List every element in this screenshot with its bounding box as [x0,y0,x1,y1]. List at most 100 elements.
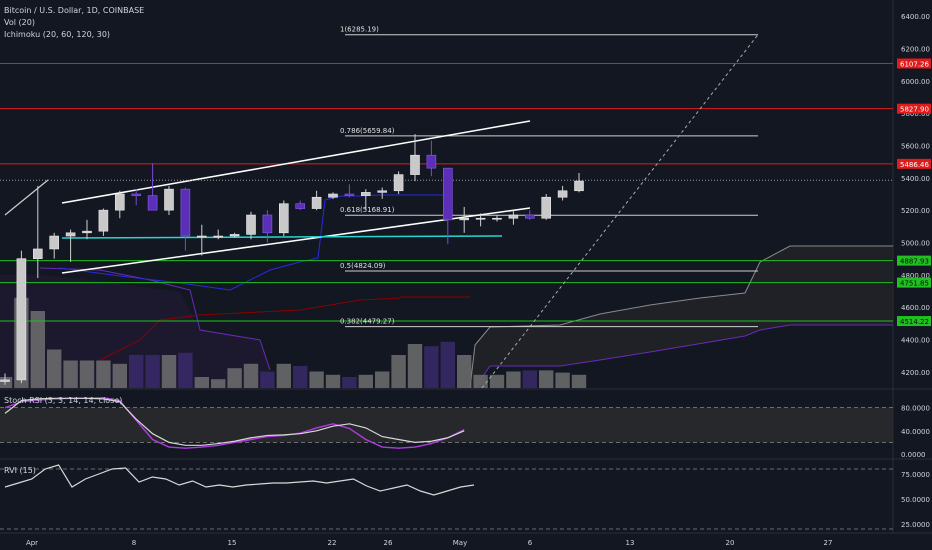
candle-body [492,217,502,220]
candle-body [0,379,10,382]
price-level-tag-label: 4887.93 [900,258,929,266]
channel-upper-line [61,120,531,204]
candle-body [16,258,27,381]
candle-body [475,217,486,220]
candle-body [426,154,437,169]
chart-title: Bitcoin / U.S. Dollar, 1D, COINBASE [4,6,145,15]
rvi-line [4,464,475,496]
rvi-tick-label: 50.0000 [901,496,930,504]
price-level-tag-label: 4514.22 [900,318,929,326]
candle-body [459,217,470,221]
ichimoku-lagging-span [39,267,271,371]
horizontal-support-line [61,235,503,239]
price-level-tag [897,316,931,327]
candle-body [131,193,141,196]
volume-bar [30,311,45,388]
volume-bar [79,360,95,388]
fib-level-label: 0.618(5168.91) [340,206,395,214]
price-axis-tick-label: 4400.00 [901,337,930,345]
candle-body [410,154,420,175]
prior-trend-line [4,179,49,216]
volume-bar [571,374,587,388]
volume-bar [457,355,472,388]
volume-bar [0,377,13,388]
stoch-rsi-tick-label: 0.0000 [901,451,926,459]
candle-body [557,190,568,198]
price-axis-tick-label: 5600.00 [901,143,930,151]
rvi-tick-label: 25.0000 [901,521,930,529]
price-level-tag-label: 5486.46 [900,161,929,169]
price-axis-tick-label: 4600.00 [901,304,930,312]
candle-body [65,232,76,237]
candle-body [197,235,207,238]
time-axis-tick-label: 13 [626,539,635,547]
candle-body [311,196,322,209]
price-axis-tick-label: 6400.00 [901,13,930,21]
price-axis-tick-label: 6000.00 [901,78,930,86]
stoch-rsi-k-line [4,397,465,446]
volume-indicator-label: Vol (20) [4,18,35,27]
volume-bar [293,366,308,388]
price-axis-tick-label: 4800.00 [901,272,930,280]
candle-body [115,193,125,211]
price-axis-tick-label: 4200.00 [901,369,930,377]
candle-body [246,214,256,235]
volume-bar [522,370,537,388]
volume-bar [375,371,390,388]
candle-body [295,203,306,209]
rvi-label: RVI (15) [4,466,36,475]
price-level-tag [897,255,931,266]
ichimoku-cloud [470,246,893,388]
volume-bar [260,371,275,388]
ichimoku-indicator-label: Ichimoku (20, 60, 120, 30) [4,30,111,39]
candle-body [377,190,388,193]
time-axis-tick-label: 26 [384,539,393,547]
ichimoku-cloud-past [0,275,275,388]
fib-trend-line [481,34,759,389]
candle-body [98,209,109,232]
volume-bar [243,363,259,388]
ichimoku-span-b [474,324,893,389]
candle-body [147,195,158,211]
fib-level-label: 1(6285.19) [340,26,379,34]
candle-body [574,180,584,192]
time-axis-tick-label: May [453,539,467,547]
volume-bar [129,355,144,388]
stoch-rsi-tick-label: 80.0000 [901,405,930,413]
volume-bar [96,360,111,388]
fib-level-label: 0.382(4479.27) [340,318,395,326]
volume-bar [211,379,226,388]
time-axis-tick-label: 6 [528,539,533,547]
volume-bar [276,363,291,388]
price-axis-tick-label: 5400.00 [901,175,930,183]
stoch-rsi-tick-label: 40.0000 [901,428,930,436]
ichimoku-base-line [99,297,401,361]
price-axis-tick-label: 5000.00 [901,240,930,248]
candle-body [229,234,240,237]
stoch-rsi-label: Stoch RSI (3, 3, 14, 14, close) [4,396,123,405]
candle-body [508,214,519,219]
rvi-tick-label: 75.0000 [901,471,930,479]
price-level-tag-label: 4751.85 [900,280,929,288]
price-axis-tick-label: 6200.00 [901,46,930,54]
price-level-tag-label: 6107.26 [900,60,929,68]
candle-body [82,230,92,234]
time-axis-tick-label: 8 [132,539,136,547]
time-axis-tick-label: 22 [328,539,337,547]
volume-bar [161,355,177,388]
volume-bar [145,355,160,388]
candle-body [49,235,60,250]
volume-bar [391,355,406,388]
volume-bar [407,344,423,388]
candle-body [32,248,43,259]
ichimoku-span-a [469,245,893,389]
price-axis-tick-label: 5800.00 [901,110,930,118]
volume-bar [309,371,324,388]
time-axis-tick-label: Apr [26,539,38,547]
fib-level-label: 0.5(4824.09) [340,262,386,270]
price-level-tag [897,158,931,169]
candle-body [344,193,355,196]
volume-bar [539,370,554,388]
candle-body [442,167,453,221]
